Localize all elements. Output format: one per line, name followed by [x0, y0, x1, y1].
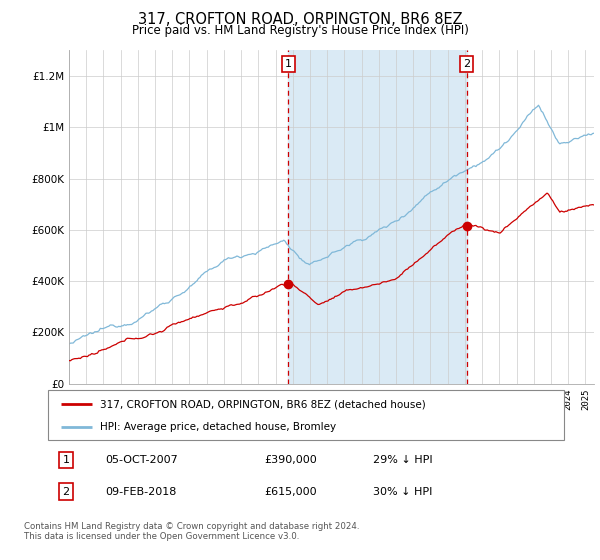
Text: Price paid vs. HM Land Registry's House Price Index (HPI): Price paid vs. HM Land Registry's House …: [131, 24, 469, 37]
Text: 30% ↓ HPI: 30% ↓ HPI: [373, 487, 433, 497]
Text: HPI: Average price, detached house, Bromley: HPI: Average price, detached house, Brom…: [100, 422, 336, 432]
Text: 1: 1: [62, 455, 70, 465]
Text: 05-OCT-2007: 05-OCT-2007: [105, 455, 178, 465]
Bar: [289, 50, 467, 384]
Text: 2: 2: [62, 487, 70, 497]
Text: 317, CROFTON ROAD, ORPINGTON, BR6 8EZ (detached house): 317, CROFTON ROAD, ORPINGTON, BR6 8EZ (d…: [100, 399, 425, 409]
Text: £615,000: £615,000: [265, 487, 317, 497]
Text: £390,000: £390,000: [265, 455, 317, 465]
FancyBboxPatch shape: [48, 390, 564, 440]
Text: 2: 2: [463, 59, 470, 69]
Text: Contains HM Land Registry data © Crown copyright and database right 2024.
This d: Contains HM Land Registry data © Crown c…: [24, 522, 359, 542]
Text: 317, CROFTON ROAD, ORPINGTON, BR6 8EZ: 317, CROFTON ROAD, ORPINGTON, BR6 8EZ: [137, 12, 463, 27]
Text: 09-FEB-2018: 09-FEB-2018: [105, 487, 176, 497]
Text: 1: 1: [285, 59, 292, 69]
Text: 29% ↓ HPI: 29% ↓ HPI: [373, 455, 433, 465]
